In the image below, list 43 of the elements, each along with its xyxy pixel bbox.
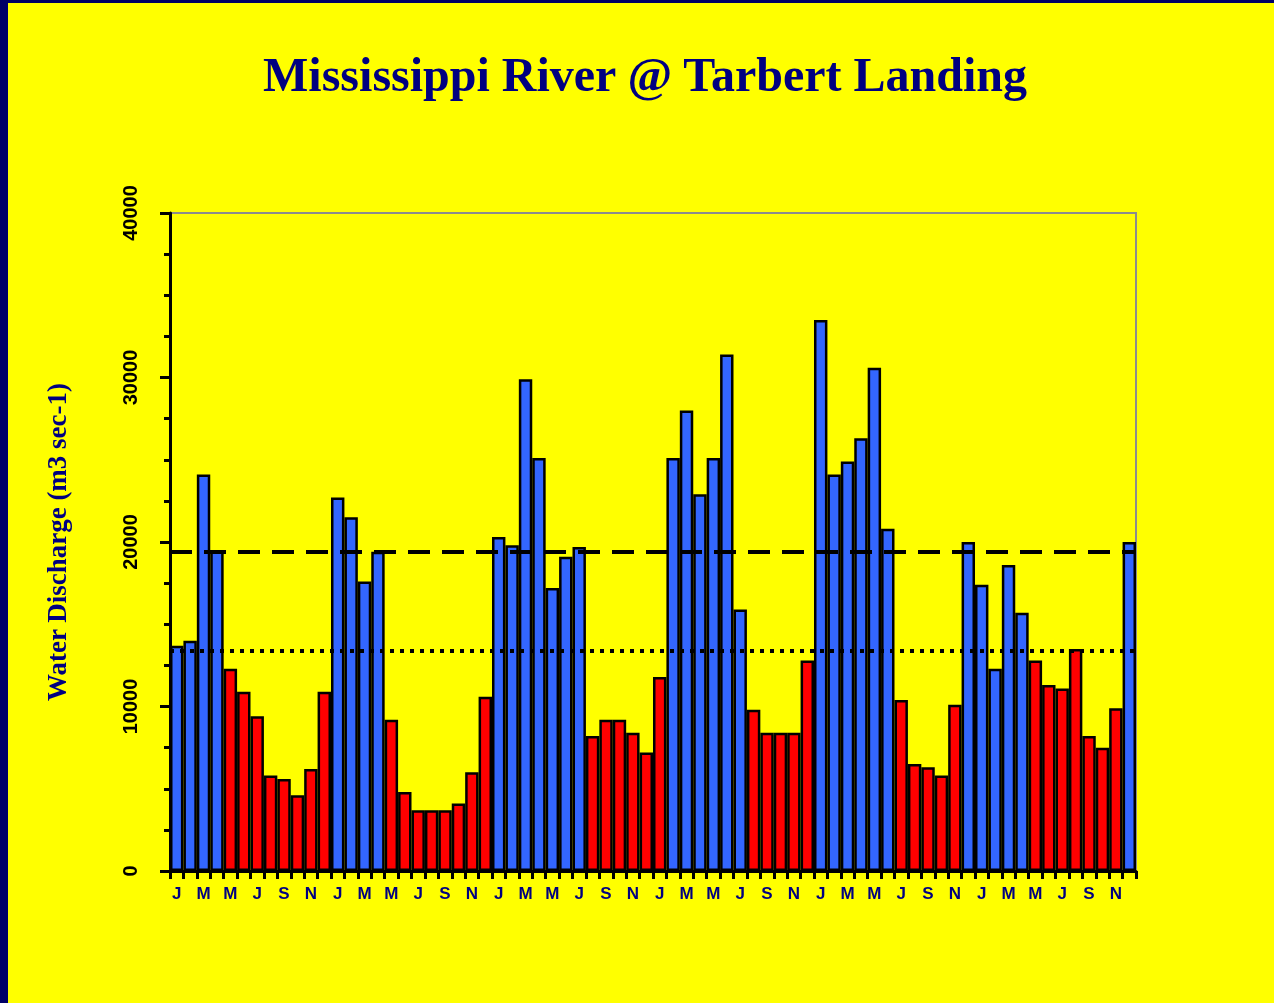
x-tick-label: J	[976, 884, 987, 903]
x-tick-label: J	[493, 884, 504, 903]
x-tick-label: J	[574, 884, 584, 903]
y-tick-label: 30000	[119, 349, 141, 406]
x-tick-label: J	[252, 884, 262, 903]
x-tick-label: M	[545, 884, 560, 903]
x-tick-label: J	[735, 884, 745, 903]
x-tick-label: S	[600, 884, 612, 903]
x-tick-label: S	[439, 884, 451, 903]
x-tick-label: M	[196, 884, 211, 903]
y-tick-label: 10000	[119, 678, 141, 735]
x-tick-label: J	[896, 884, 906, 903]
x-tick-label: M	[706, 884, 721, 903]
x-tick-label: N	[465, 884, 479, 903]
x-tick-label: J	[171, 884, 182, 903]
x-tick-label: J	[815, 884, 826, 903]
y-tick-label: 40000	[119, 185, 141, 241]
chart-title: Mississippi River @ Tarbert Landing	[263, 47, 1027, 101]
x-tick-label: N	[304, 884, 318, 903]
x-tick-label: S	[761, 884, 773, 903]
x-tick-label: J	[654, 884, 665, 903]
x-tick-label: M	[840, 884, 855, 903]
x-tick-label: J	[413, 884, 423, 903]
x-tick-label: M	[518, 884, 533, 903]
x-tick-label: J	[1057, 884, 1067, 903]
x-tick-label: J	[332, 884, 343, 903]
x-tick-label: N	[626, 884, 640, 903]
x-tick-label: N	[1109, 884, 1123, 903]
x-tick-label: S	[1083, 884, 1095, 903]
x-tick-label: N	[787, 884, 801, 903]
x-tick-label: N	[948, 884, 962, 903]
x-tick-label: M	[223, 884, 238, 903]
x-tick-label: M	[357, 884, 372, 903]
x-tick-label: M	[1028, 884, 1043, 903]
x-tick-label: M	[867, 884, 882, 903]
x-tick-label: M	[1001, 884, 1016, 903]
x-tick-label: S	[278, 884, 290, 903]
y-tick-label: 20000	[119, 514, 141, 570]
x-tick-label: M	[384, 884, 399, 903]
x-tick-label: S	[922, 884, 934, 903]
x-tick-label: M	[679, 884, 694, 903]
y-tick-label: 0	[119, 865, 141, 877]
y-axis-title: Water Discharge (m3 sec-1)	[41, 382, 72, 702]
